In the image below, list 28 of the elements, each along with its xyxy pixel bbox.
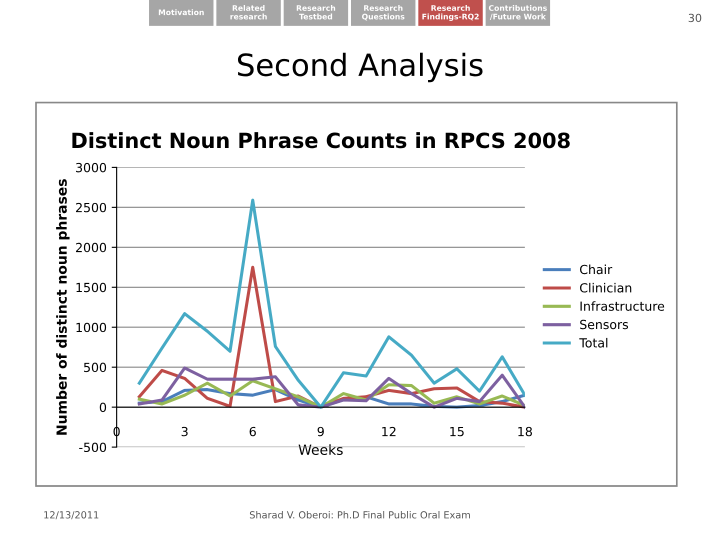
x-tick-label: 18 bbox=[518, 426, 532, 436]
x-tick-label: 15 bbox=[450, 426, 464, 436]
x-tick-label: 6 bbox=[250, 426, 256, 436]
legend-label: Total bbox=[579, 338, 608, 348]
y-tick-label: 500 bbox=[84, 362, 106, 372]
legend-label: Chair bbox=[580, 264, 612, 274]
x-tick-label: 9 bbox=[318, 426, 324, 436]
x-tick-label: 3 bbox=[182, 426, 188, 436]
legend-label: Infrastructure bbox=[580, 301, 664, 311]
x-tick-label: 12 bbox=[382, 426, 396, 436]
y-tick-label: 0 bbox=[100, 402, 106, 412]
text: Sharad V. Oberoi: Ph.D Final Public Oral Exam bbox=[250, 510, 470, 519]
y-tick-label: 1500 bbox=[76, 282, 106, 292]
y-tick-label: 2000 bbox=[76, 242, 106, 252]
y-tick-label: 1000 bbox=[76, 322, 106, 332]
y-tick-label: -500 bbox=[79, 442, 106, 452]
legend-label: Clinician bbox=[580, 282, 632, 293]
text: 12/13/2011 bbox=[44, 511, 98, 520]
y-tick-label: 3000 bbox=[76, 162, 106, 172]
y-tick-label: 2500 bbox=[76, 202, 106, 212]
legend-label: Sensors bbox=[580, 320, 628, 330]
text: 30 bbox=[688, 14, 702, 22]
line-series bbox=[138, 366, 525, 409]
line-series bbox=[138, 198, 525, 409]
x-axis-title: Weeks bbox=[298, 444, 343, 456]
text: Second Analysis bbox=[238, 52, 483, 82]
chart-title: Distinct Noun Phrase Counts in RPCS 2008 bbox=[72, 132, 570, 148]
y-axis-title: Number of distinct noun phrases bbox=[56, 179, 70, 435]
